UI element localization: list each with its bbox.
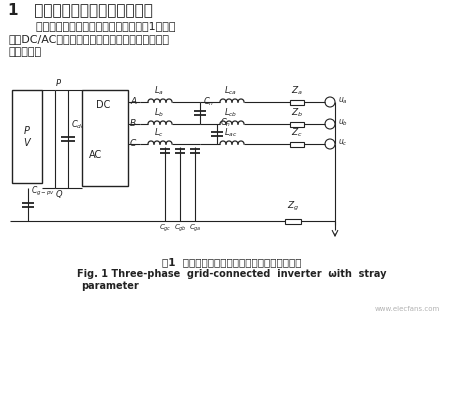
Text: $L_{ac}$: $L_{ac}$ [224, 126, 238, 139]
Text: Q: Q [56, 190, 63, 199]
Text: $L_a$: $L_a$ [154, 84, 164, 97]
Bar [290, 142, 304, 147]
Text: $C_{dc}$: $C_{dc}$ [71, 118, 86, 131]
Text: 图1  考虑寄生参数的三相光伏并网逆变系统电路: 图1 考虑寄生参数的三相光伏并网逆变系统电路 [162, 257, 302, 267]
Text: parameter: parameter [81, 281, 139, 291]
Text: $L_{cb}$: $L_{cb}$ [224, 107, 238, 119]
Bar [290, 100, 304, 105]
Text: $C_n$: $C_n$ [220, 116, 231, 129]
Bar [82, 90, 128, 186]
Text: 1   三相光伏逆变器共模电路模型: 1 三相光伏逆变器共模电路模型 [8, 2, 153, 17]
Text: B: B [130, 118, 136, 128]
Text: DC: DC [95, 100, 110, 110]
Text: 图中DC/AC模块可以是全桥电路，也可以是多电平: 图中DC/AC模块可以是全桥电路，也可以是多电平 [8, 34, 169, 44]
Text: $L_c$: $L_c$ [154, 126, 164, 139]
Text: www.elecfans.com: www.elecfans.com [375, 306, 440, 312]
Text: $u_c$: $u_c$ [338, 138, 348, 148]
Text: $C_n$: $C_n$ [203, 95, 214, 108]
Text: $C_{gc}$: $C_{gc}$ [159, 222, 171, 234]
Text: Fig. 1 Three-phase  grid-connected  inverter  ωith  stray: Fig. 1 Three-phase grid-connected invert… [77, 269, 387, 279]
Text: $Z_a$: $Z_a$ [291, 84, 303, 97]
Bar [285, 218, 301, 223]
Text: $Z_g$: $Z_g$ [287, 200, 299, 213]
Text: $C_{gb}$: $C_{gb}$ [173, 222, 186, 234]
Text: $L_{ca}$: $L_{ca}$ [225, 84, 238, 97]
Text: $C_{ga}$: $C_{ga}$ [189, 222, 201, 234]
Text: $Z_b$: $Z_b$ [291, 107, 303, 119]
Text: $L_b$: $L_b$ [154, 107, 164, 119]
Text: P: P [56, 79, 61, 88]
Text: $Z_c$: $Z_c$ [291, 126, 303, 139]
Bar [12, 90, 42, 183]
Text: $u_b$: $u_b$ [338, 118, 348, 128]
Text: C: C [130, 139, 136, 147]
Text: A: A [130, 97, 136, 105]
Text: 三相光伏并网逆变电路的基本结构如图1所示，: 三相光伏并网逆变电路的基本结构如图1所示， [22, 21, 175, 31]
Bar [290, 121, 304, 126]
Text: 逆变电路。: 逆变电路。 [8, 47, 41, 57]
Text: AC: AC [89, 150, 102, 160]
Text: $C_{g-pv}$: $C_{g-pv}$ [31, 185, 55, 199]
Text: P: P [24, 126, 30, 136]
Text: $u_a$: $u_a$ [338, 96, 348, 106]
Text: V: V [24, 137, 30, 147]
